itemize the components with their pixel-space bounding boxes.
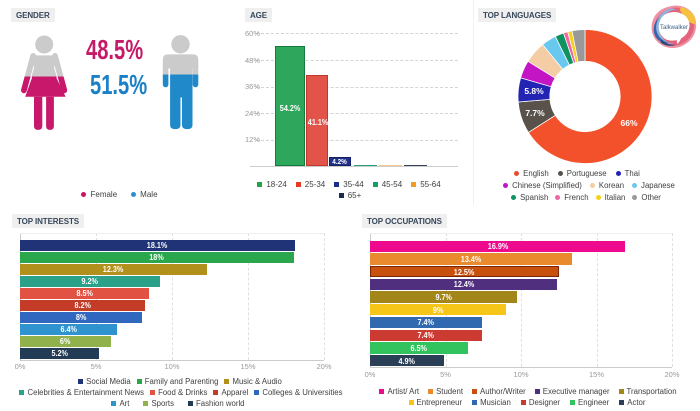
svg-text:Talkwalker: Talkwalker	[660, 25, 688, 31]
